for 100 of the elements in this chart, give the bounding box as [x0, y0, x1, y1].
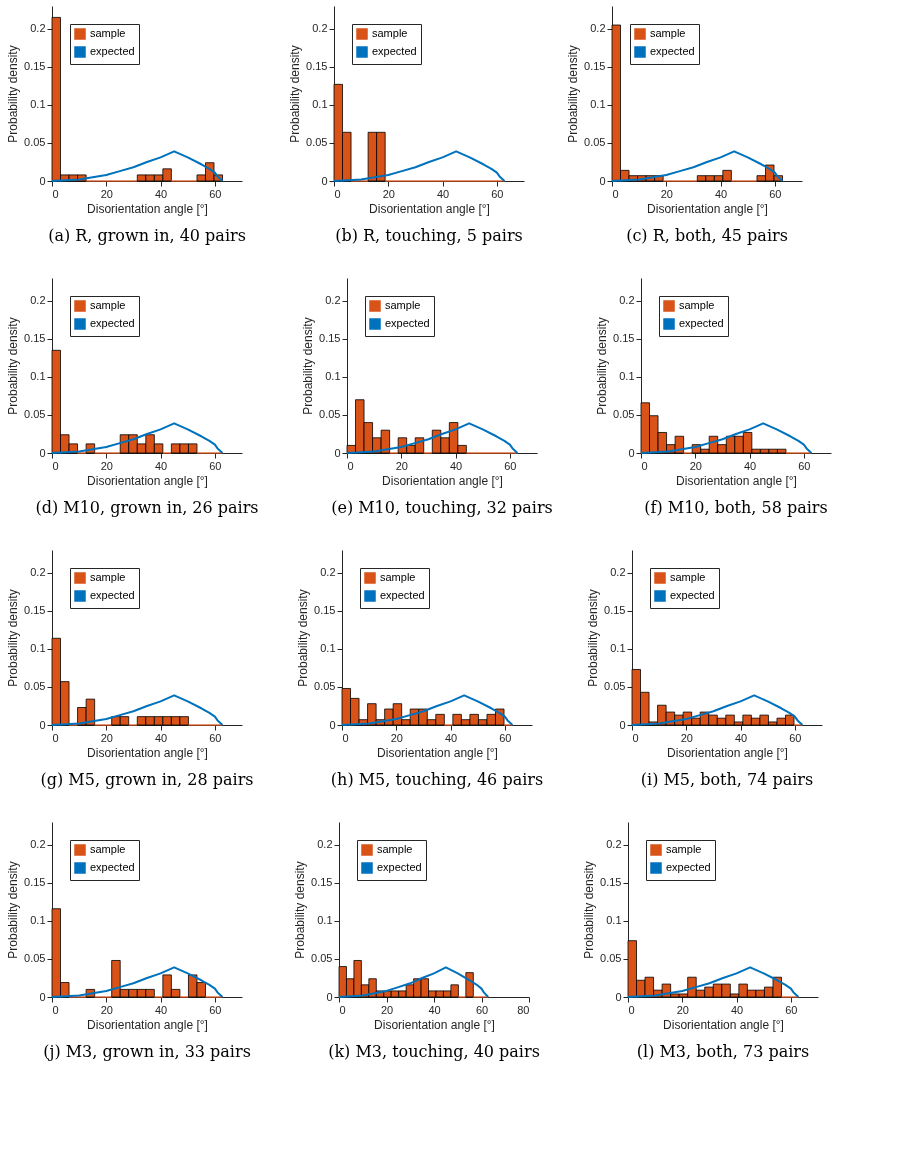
legend-label: expected — [666, 861, 711, 873]
y-axis-title: Probability density — [6, 589, 21, 687]
x-axis-title: Disorientation angle [°] — [87, 201, 208, 216]
y-tick-label: 0.2 — [590, 22, 606, 35]
legend-label: sample — [377, 843, 413, 855]
legend-label: sample — [670, 571, 706, 583]
y-tick-label: 0.15 — [24, 60, 46, 73]
y-axis-title: Probability density — [586, 589, 601, 687]
legend-label: expected — [90, 45, 135, 57]
x-tick-label: 20 — [380, 1003, 394, 1016]
x-tick-label: 20 — [689, 459, 702, 472]
legend-label: sample — [90, 571, 126, 583]
text: (j) M3, grown in, 33 pairs — [43, 1042, 251, 1061]
y-tick-label: 0.15 — [314, 604, 336, 617]
legend-label: sample — [385, 299, 421, 311]
y-tick-label: 0.15 — [24, 876, 46, 889]
y-tick-label: 0 — [321, 174, 328, 187]
x-tick-label: 20 — [382, 187, 395, 200]
text: (i) M5, both, 74 pairs — [640, 770, 814, 789]
x-axis-title: Disorientation angle [°] — [369, 201, 490, 216]
x-tick-label: 0 — [347, 459, 354, 472]
y-tick-label: 0.2 — [30, 838, 46, 851]
legend-label: expected — [380, 589, 425, 601]
x-tick-label: 0 — [52, 1003, 59, 1016]
x-axis-title: Disorientation angle [°] — [87, 473, 208, 488]
y-axis-title: Probability density — [301, 317, 316, 415]
y-tick-label: 0.05 — [24, 680, 46, 693]
legend-label: sample — [372, 27, 408, 39]
y-axis-title: Probability density — [288, 45, 303, 143]
x-tick-label: 0 — [641, 459, 648, 472]
x-tick-label: 60 — [475, 1003, 489, 1016]
y-tick-label: 0.15 — [600, 876, 622, 889]
y-tick-label: 0.2 — [320, 566, 336, 579]
text: (a) R, grown in, 40 pairs — [48, 226, 246, 245]
y-tick-label: 0.2 — [30, 566, 46, 579]
x-tick-label: 20 — [395, 459, 408, 472]
x-tick-label: 40 — [714, 187, 728, 200]
x-axis-title: Disorientation angle [°] — [377, 745, 498, 760]
legend-label: expected — [650, 45, 695, 57]
y-tick-label: 0 — [619, 718, 626, 731]
x-tick-label: 20 — [680, 731, 693, 744]
y-tick-label: 0 — [329, 718, 336, 731]
legend-label: expected — [90, 861, 135, 873]
y-tick-label: 0.15 — [311, 876, 333, 889]
y-tick-label: 0.15 — [613, 332, 635, 345]
x-tick-label: 20 — [100, 459, 113, 472]
x-tick-label: 40 — [449, 459, 463, 472]
y-tick-label: 0.05 — [24, 136, 46, 149]
y-tick-label: 0.1 — [590, 98, 606, 111]
x-axis-title: Disorientation angle [°] — [676, 473, 797, 488]
x-tick-label: 80 — [517, 1003, 530, 1016]
y-tick-label: 0.05 — [306, 136, 328, 149]
x-axis-title: Disorientation angle [°] — [374, 1017, 495, 1032]
text: (l) M3, both, 73 pairs — [636, 1042, 810, 1061]
y-tick-label: 0.2 — [606, 838, 622, 851]
x-tick-label: 60 — [209, 731, 222, 744]
x-axis-title: Disorientation angle [°] — [647, 201, 768, 216]
y-tick-label: 0.1 — [610, 642, 626, 655]
y-tick-label: 0.1 — [30, 98, 46, 111]
x-tick-label: 20 — [660, 187, 673, 200]
legend-label: sample — [90, 843, 126, 855]
y-tick-label: 0 — [39, 718, 46, 731]
y-tick-label: 0.05 — [584, 136, 606, 149]
text: (h) M5, touching, 46 pairs — [330, 770, 544, 789]
x-tick-label: 0 — [342, 731, 349, 744]
x-tick-label: 40 — [154, 459, 168, 472]
x-tick-label: 20 — [100, 1003, 113, 1016]
y-axis-title: Probability density — [296, 589, 311, 687]
x-tick-label: 40 — [428, 1003, 441, 1016]
y-tick-label: 0.1 — [606, 914, 622, 927]
text: (k) M3, touching, 40 pairs — [328, 1042, 540, 1061]
x-axis-title: Disorientation angle [°] — [87, 1017, 208, 1032]
y-tick-label: 0 — [599, 174, 606, 187]
y-tick-label: 0.15 — [319, 332, 341, 345]
y-tick-label: 0.05 — [24, 408, 46, 421]
x-tick-label: 40 — [743, 459, 757, 472]
x-tick-label: 60 — [209, 187, 222, 200]
y-tick-label: 0 — [615, 990, 622, 1003]
x-tick-label: 0 — [52, 459, 59, 472]
y-tick-label: 0.1 — [619, 370, 635, 383]
x-tick-label: 60 — [209, 1003, 222, 1016]
y-tick-label: 0.15 — [306, 60, 328, 73]
x-tick-label: 0 — [52, 187, 59, 200]
y-tick-label: 0.05 — [311, 952, 333, 965]
x-tick-label: 40 — [444, 731, 458, 744]
y-tick-label: 0 — [39, 446, 46, 459]
y-tick-label: 0.1 — [30, 642, 46, 655]
legend-label: expected — [90, 589, 135, 601]
y-tick-label: 0.15 — [24, 604, 46, 617]
legend-label: expected — [385, 317, 430, 329]
x-tick-label: 40 — [154, 731, 168, 744]
y-tick-label: 0.05 — [319, 408, 341, 421]
x-tick-label: 40 — [436, 187, 450, 200]
x-tick-label: 20 — [100, 731, 113, 744]
y-tick-label: 0.2 — [30, 22, 46, 35]
y-tick-label: 0.1 — [325, 370, 341, 383]
y-tick-label: 0 — [334, 446, 341, 459]
x-axis-title: Disorientation angle [°] — [667, 745, 788, 760]
x-tick-label: 20 — [676, 1003, 689, 1016]
legend-label: expected — [670, 589, 715, 601]
